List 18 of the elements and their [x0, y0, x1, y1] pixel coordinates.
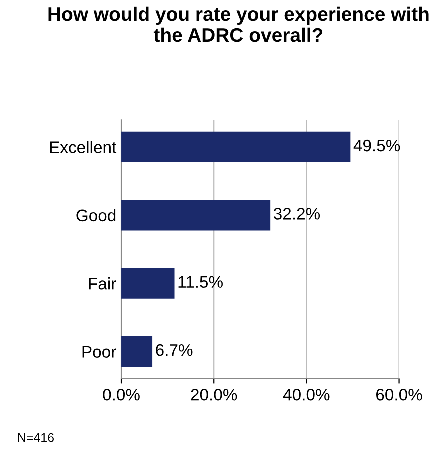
bar	[122, 200, 271, 231]
data-label: 11.5%	[178, 276, 223, 288]
data-label: 6.7%	[156, 344, 193, 356]
data-label: 49.5%	[354, 140, 400, 152]
bar	[122, 132, 351, 163]
y-tick-label: Poor	[82, 346, 116, 358]
y-tick-label: Excellent	[50, 141, 117, 154]
x-tick-label: 0.0%	[103, 389, 140, 401]
data-label: 32.2%	[274, 208, 320, 220]
x-tick-label: 20.0%	[191, 389, 238, 401]
bar	[122, 336, 153, 368]
y-tick-label: Good	[76, 209, 116, 222]
x-tick-label: 40.0%	[283, 389, 330, 401]
bar	[122, 268, 175, 299]
text: N=416	[18, 433, 54, 442]
y-tick-label: Fair	[89, 278, 116, 290]
x-tick-label: 60.0%	[376, 389, 422, 401]
chart-title: How would you rate your experience with the ADRC overall?	[48, 6, 429, 42]
